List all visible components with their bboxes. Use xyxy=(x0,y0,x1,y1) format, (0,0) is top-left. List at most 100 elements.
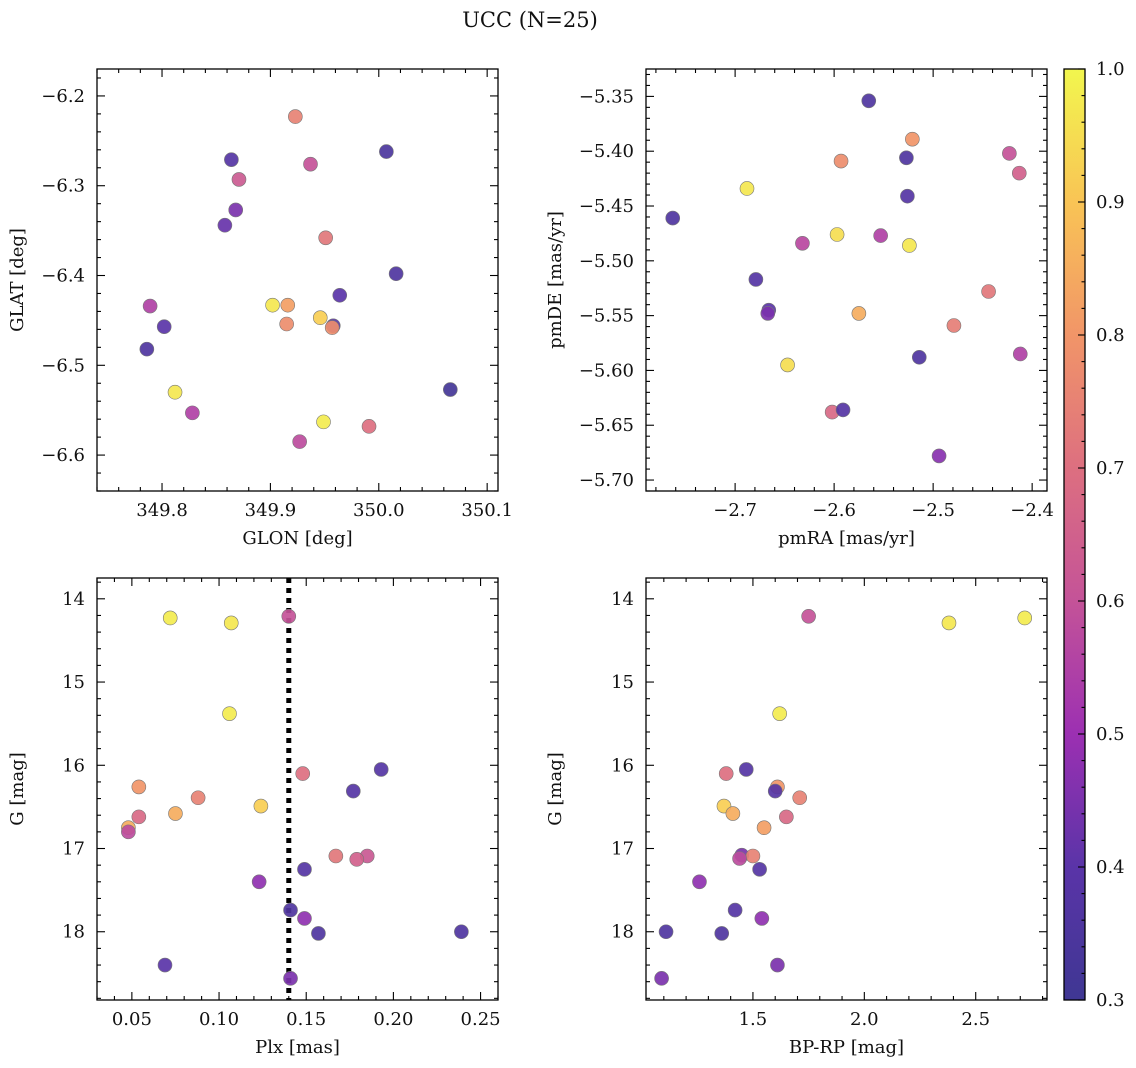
data-point xyxy=(752,862,767,877)
colorbar-tick-label: 0.8 xyxy=(1096,325,1125,346)
x-tick-label: 0.20 xyxy=(373,1009,413,1030)
data-point xyxy=(156,319,172,334)
data-point xyxy=(780,357,795,373)
data-point xyxy=(767,783,783,799)
axes-frame xyxy=(645,577,1048,1001)
data-point xyxy=(732,851,747,866)
data-point xyxy=(851,306,867,321)
data-point xyxy=(665,210,681,226)
y-tick-label: −5.60 xyxy=(579,360,634,381)
data-point xyxy=(231,172,247,187)
data-point xyxy=(265,297,280,313)
data-point xyxy=(754,911,770,926)
y-tick-label: −6.5 xyxy=(41,355,85,376)
y-tick-label: −6.6 xyxy=(41,445,85,466)
panel-pm: −2.7 −2.6 −2.5 −2.4 −5.70 −5.65 −5.60 −5.55 −5.5… xyxy=(545,68,1054,549)
y-tick-label: −5.50 xyxy=(579,251,634,272)
data-point xyxy=(792,790,808,806)
y-tick-label: 15 xyxy=(62,672,85,693)
scatter-points xyxy=(654,608,1033,986)
data-point xyxy=(157,957,173,973)
colorbar: 0.3 0.4 0.5 0.6 0.7 0.8 0.9 1.0 xyxy=(1063,59,1125,1011)
y-tick-label: 18 xyxy=(62,922,85,943)
axes-frame xyxy=(645,68,1048,492)
data-point xyxy=(829,227,845,242)
data-point xyxy=(756,820,772,836)
data-point xyxy=(251,874,267,890)
data-point xyxy=(379,144,394,159)
data-point xyxy=(332,287,348,303)
colorbar-tick-label: 0.6 xyxy=(1096,591,1125,612)
x-tick-label: −2.5 xyxy=(911,500,955,521)
y-tick-label: 16 xyxy=(62,755,85,776)
data-point xyxy=(373,762,389,777)
data-point xyxy=(718,766,734,781)
data-point xyxy=(899,150,914,166)
x-tick-label: −2.6 xyxy=(812,500,856,521)
colorbar-tick-label: 0.4 xyxy=(1096,857,1125,878)
panel-plx-g: 0.05 0.10 0.15 0.20 0.25 14 15 16 17 18 Plx [mas] G… xyxy=(7,577,501,1058)
data-point xyxy=(311,926,326,941)
y-tick-label: −5.65 xyxy=(579,415,634,436)
data-point xyxy=(770,957,785,973)
data-point xyxy=(1017,610,1033,626)
x-axis-label: Plx [mas] xyxy=(255,1037,340,1058)
data-point xyxy=(131,779,147,795)
x-tick-label: 0.15 xyxy=(286,1009,326,1030)
scatter-points xyxy=(121,608,469,986)
colorbar-tick-label: 0.5 xyxy=(1096,724,1125,745)
data-point xyxy=(168,806,183,821)
data-point xyxy=(349,852,365,867)
scatter-points xyxy=(665,93,1028,464)
data-point xyxy=(900,188,915,204)
y-tick-label: −6.4 xyxy=(41,266,85,287)
data-point xyxy=(1011,165,1027,181)
y-axis-label: G [mag] xyxy=(7,752,28,825)
data-point xyxy=(292,434,307,449)
x-tick-label: 0.10 xyxy=(199,1009,239,1030)
data-point xyxy=(772,706,787,721)
data-point xyxy=(946,318,962,333)
y-tick-label: −5.35 xyxy=(579,86,634,107)
data-point xyxy=(361,419,377,434)
data-point xyxy=(738,762,754,777)
data-point xyxy=(725,806,741,821)
scatter-points xyxy=(139,109,458,449)
data-point xyxy=(345,783,361,799)
data-point xyxy=(316,414,331,430)
data-point xyxy=(443,382,458,397)
y-tick-label: 18 xyxy=(611,922,634,943)
y-tick-label: 16 xyxy=(611,755,634,776)
data-point xyxy=(228,202,244,218)
x-axis-label: pmRA [mas/yr] xyxy=(778,528,915,549)
y-axis-label: pmDE [mas/yr] xyxy=(545,211,566,349)
axes-frame xyxy=(96,68,499,492)
x-tick-label: 2.5 xyxy=(961,1009,990,1030)
data-point xyxy=(131,809,147,825)
data-point xyxy=(981,284,996,299)
data-point xyxy=(303,156,318,172)
data-point xyxy=(139,341,155,357)
data-point xyxy=(692,874,707,890)
panel-cmd: 1.5 2.0 2.5 14 15 16 17 18 BP-RP [mag] G [mag] xyxy=(545,577,1048,1058)
data-point xyxy=(190,790,206,806)
y-tick-label: −6.2 xyxy=(41,86,85,107)
data-point xyxy=(388,266,404,282)
x-tick-label: 350.1 xyxy=(461,500,513,521)
y-tick-label: −5.45 xyxy=(579,196,634,217)
data-point xyxy=(748,272,764,287)
data-point xyxy=(760,306,776,321)
axes-frame xyxy=(96,577,499,1001)
colorbar-tick-label: 0.3 xyxy=(1096,990,1125,1011)
x-axis-label: BP-RP [mag] xyxy=(789,1037,904,1058)
data-point xyxy=(324,320,340,335)
colorbar-frame xyxy=(1063,68,1086,1001)
data-point xyxy=(739,181,755,196)
y-tick-label: 14 xyxy=(611,589,634,610)
x-tick-label: −2.7 xyxy=(713,500,757,521)
x-axis-label: GLON [deg] xyxy=(242,528,352,549)
y-tick-label: −5.55 xyxy=(579,306,634,327)
data-point xyxy=(279,316,294,332)
y-tick-label: 17 xyxy=(62,839,85,860)
